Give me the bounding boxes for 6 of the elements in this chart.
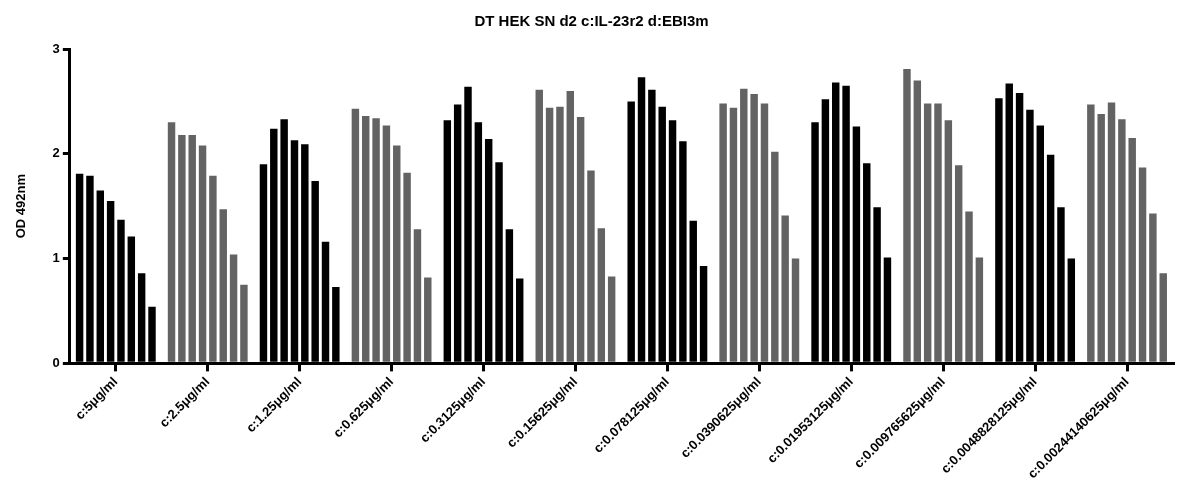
y-tick-label: 3: [52, 40, 60, 56]
y-tick-label: 1: [52, 250, 60, 266]
y-tick-label: 2: [52, 145, 60, 161]
y-tick-label: 0: [52, 354, 60, 370]
chart-title: DT HEK SN d2 c:IL-23r2 d:EBI3m: [474, 12, 709, 30]
y-axis-title: OD 492nm: [13, 174, 29, 239]
